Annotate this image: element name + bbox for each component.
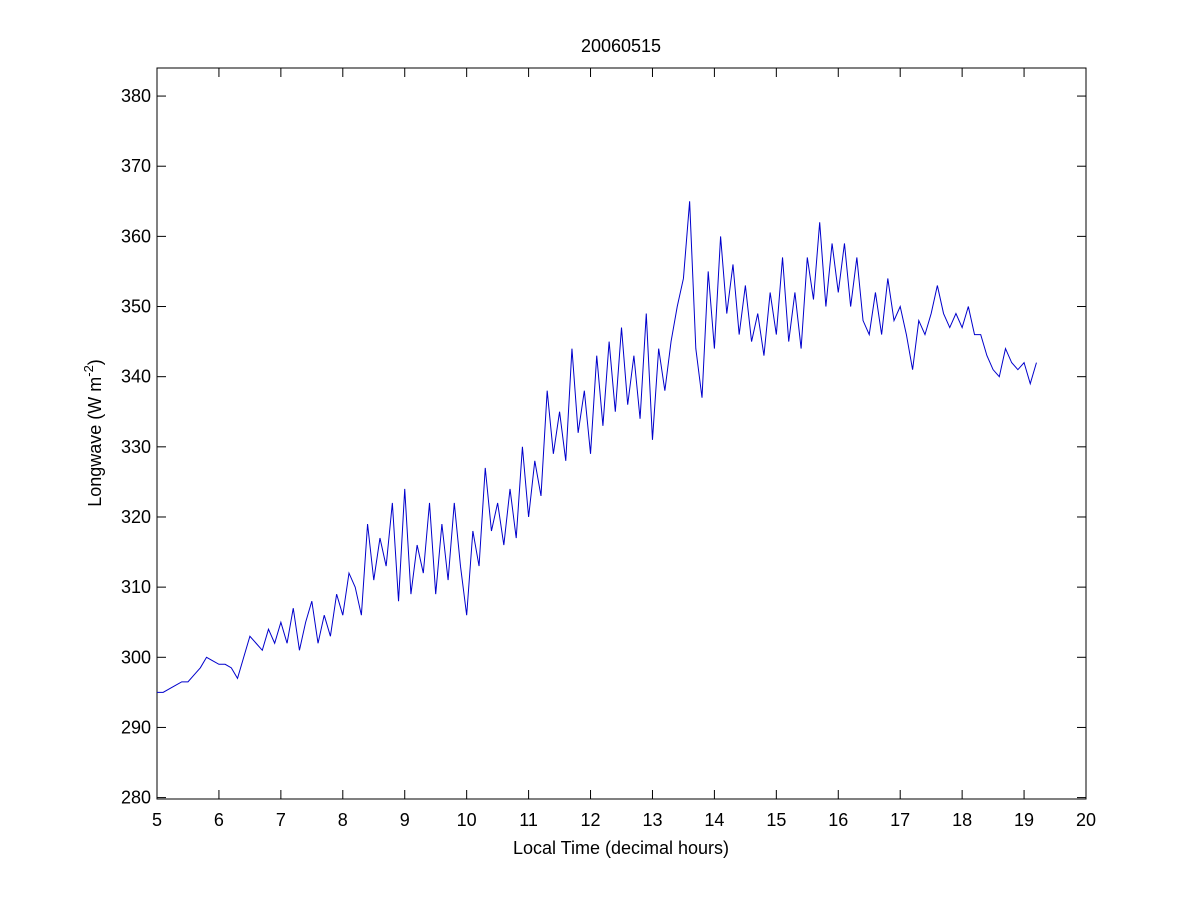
- y-tick-label: 330: [121, 437, 151, 457]
- x-tick-label: 20: [1076, 810, 1096, 830]
- x-axis-label: Local Time (decimal hours): [513, 838, 729, 858]
- x-tick-label: 5: [152, 810, 162, 830]
- x-tick-label: 8: [338, 810, 348, 830]
- y-tick-label: 280: [121, 788, 151, 808]
- x-tick-label: 16: [828, 810, 848, 830]
- y-tick-label: 360: [121, 226, 151, 246]
- x-tick-label: 17: [890, 810, 910, 830]
- y-tick-label: 350: [121, 297, 151, 317]
- x-tick-label: 15: [766, 810, 786, 830]
- x-tick-label: 14: [704, 810, 724, 830]
- y-tick-label: 300: [121, 647, 151, 667]
- y-tick-label: 370: [121, 156, 151, 176]
- y-label-suffix: ): [85, 359, 105, 365]
- y-axis-label: Longwave (W m-2): [81, 359, 105, 507]
- x-tick-label: 11: [519, 810, 538, 830]
- x-tick-label: 10: [457, 810, 477, 830]
- x-tick-label: 19: [1014, 810, 1034, 830]
- y-tick-label: 320: [121, 507, 151, 527]
- x-tick-label: 13: [642, 810, 662, 830]
- plot-area: [156, 67, 1087, 800]
- y-label-text: Longwave (W m: [85, 377, 105, 507]
- x-tick-label: 7: [276, 810, 286, 830]
- y-label-sup: -2: [81, 365, 96, 377]
- x-tick-label: 18: [952, 810, 972, 830]
- y-tick-label: 380: [121, 86, 151, 106]
- x-tick-label: 6: [214, 810, 224, 830]
- y-tick-label: 340: [121, 367, 151, 387]
- y-tick-label: 290: [121, 717, 151, 737]
- x-tick-label: 9: [400, 810, 410, 830]
- x-tick-label: 12: [581, 810, 601, 830]
- y-tick-label: 310: [121, 577, 151, 597]
- data-line: [157, 201, 1037, 693]
- chart-title: 20060515: [581, 36, 661, 56]
